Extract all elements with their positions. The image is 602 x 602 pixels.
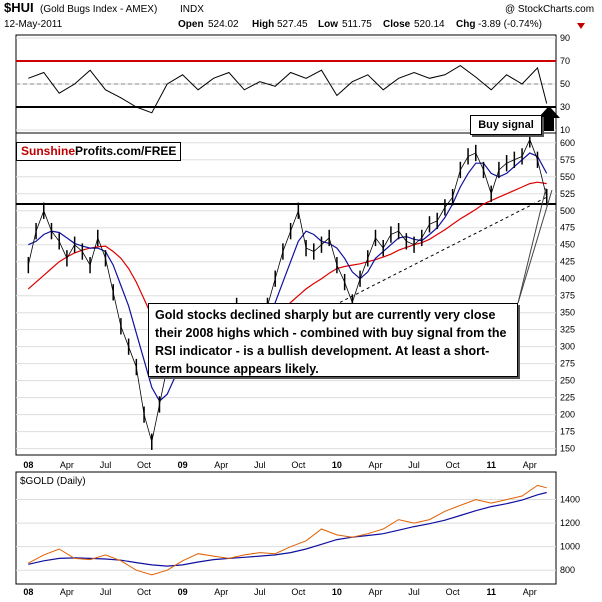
x-tick-label: Jul — [100, 460, 112, 470]
x-tick-label: Jul — [408, 587, 420, 597]
x-tick-label: Apr — [523, 587, 537, 597]
low-label: Low — [318, 19, 338, 30]
x-tick-label: 08 — [23, 587, 33, 597]
price-tick-label: 375 — [560, 291, 575, 301]
chg-label: Chg — [456, 19, 475, 30]
price-tick-label: 225 — [560, 393, 575, 403]
x-tick-label: Oct — [291, 460, 306, 470]
open-value: 524.02 — [208, 19, 239, 30]
x-tick-label: 10 — [332, 460, 342, 470]
low-value: 511.75 — [342, 19, 372, 30]
x-tick-label: Apr — [214, 587, 228, 597]
rsi-tick-label: 30 — [560, 102, 570, 112]
chart-symbol: $HUI — [4, 0, 34, 15]
rsi-tick-label: 10 — [560, 125, 570, 135]
price-tick-label: 300 — [560, 342, 575, 352]
x-tick-label: Jul — [408, 460, 420, 470]
rsi-tick-label: 50 — [560, 79, 570, 89]
high-label: High — [252, 19, 274, 30]
x-tick-label: Oct — [137, 587, 152, 597]
gold-tick-label: 1000 — [560, 542, 580, 552]
price-tick-label: 450 — [560, 240, 575, 250]
brand-logo: SunshineProfits.com/FREE — [16, 142, 182, 161]
x-tick-label: Oct — [137, 460, 152, 470]
x-tick-label: 09 — [178, 460, 188, 470]
price-tick-label: 425 — [560, 257, 575, 267]
gold-panel-label: $GOLD (Daily) — [20, 476, 86, 487]
x-tick-label: Apr — [523, 460, 537, 470]
price-tick-label: 575 — [560, 155, 575, 165]
price-tick-label: 400 — [560, 274, 575, 284]
buy-signal-label: Buy signal — [470, 115, 542, 135]
price-line — [27, 138, 548, 442]
chart-exchange: INDX — [180, 4, 204, 15]
close-value: 520.14 — [414, 19, 445, 30]
price-panel: 150 175 200 225 250 275 300 325 350 375 400 425 450 4… — [15, 131, 575, 456]
x-tick-label: Oct — [446, 587, 461, 597]
price-tick-label: 275 — [560, 359, 575, 369]
x-tick-label: 11 — [486, 587, 496, 597]
price-tick-label: 350 — [560, 308, 575, 318]
x-tick-label: Oct — [291, 587, 306, 597]
x-tick-label: Jul — [254, 587, 266, 597]
x-tick-label: 10 — [332, 587, 342, 597]
buy-signal-arrow — [538, 106, 560, 131]
open-label: Open — [178, 19, 204, 30]
gold-tick-label: 1400 — [560, 495, 580, 505]
price-tick-label: 150 — [560, 444, 575, 454]
rsi-tick-label: 90 — [560, 33, 570, 43]
x-tick-label: 08 — [23, 460, 33, 470]
close-label: Close — [383, 19, 411, 30]
annotation-callout: Gold stocks declined sharply but are cur… — [148, 303, 518, 377]
gold-line — [28, 484, 547, 576]
x-tick-label: Apr — [60, 587, 74, 597]
x-tick-label: Jul — [254, 460, 266, 470]
x-tick-label: Apr — [214, 460, 228, 470]
price-tick-label: 175 — [560, 427, 575, 437]
x-tick-label: 11 — [486, 460, 496, 470]
ma-short-line — [28, 152, 548, 402]
price-tick-label: 500 — [560, 206, 575, 216]
rsi-panel: 10 30 50 70 90 — [15, 33, 570, 135]
brand-part2: Profits.com/FREE — [75, 144, 177, 158]
x-tick-label: Apr — [60, 460, 74, 470]
brand-part1: Sunshine — [21, 144, 76, 158]
gold-panel: $GOLD (Daily) 800 1000 1200 1400 — [15, 471, 580, 585]
rsi-line — [28, 64, 548, 114]
x-tick-label: Apr — [368, 587, 382, 597]
gold-ma-line — [28, 491, 547, 567]
chg-value: -3.89 (-0.74%) — [478, 19, 542, 30]
x-tick-label: Oct — [446, 460, 461, 470]
price-tick-label: 600 — [560, 138, 575, 148]
gold-tick-label: 800 — [560, 565, 575, 575]
price-tick-label: 475 — [560, 223, 575, 233]
price-tick-label: 325 — [560, 325, 575, 335]
x-tick-label: Jul — [100, 587, 112, 597]
x-tick-label: Apr — [368, 460, 382, 470]
high-value: 527.45 — [277, 19, 308, 30]
rsi-tick-label: 70 — [560, 56, 570, 66]
down-triangle-icon — [577, 23, 585, 29]
price-tick-label: 250 — [560, 376, 575, 386]
x-tick-label: 09 — [178, 587, 188, 597]
chart-name: (Gold Bugs Index - AMEX) — [40, 4, 157, 15]
price-tick-label: 525 — [560, 189, 575, 199]
pointer-lines — [517, 187, 553, 304]
source-credit: @ StockCharts.com — [505, 4, 594, 15]
chart-date: 12-May-2011 — [4, 19, 63, 30]
price-tick-label: 200 — [560, 410, 575, 420]
gold-tick-label: 1200 — [560, 518, 580, 528]
price-tick-label: 550 — [560, 172, 575, 182]
